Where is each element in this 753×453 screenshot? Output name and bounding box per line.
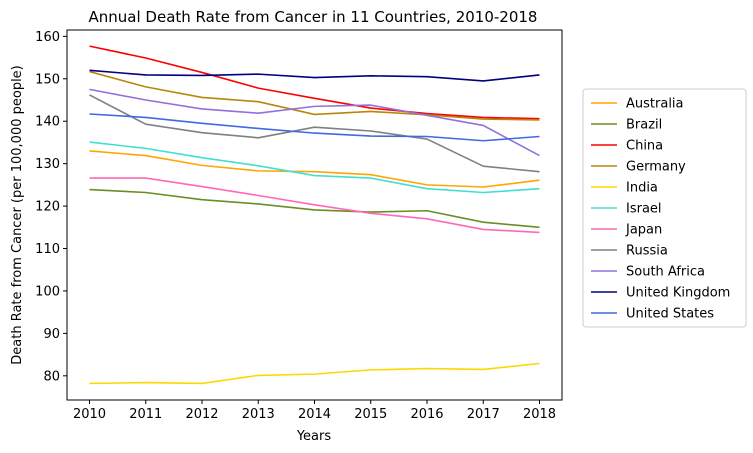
x-tick-label: 2016 [410,407,443,422]
y-tick-label: 140 [35,115,60,130]
series-line-germany [89,70,540,121]
series-line-brazil [89,188,540,229]
legend: Australia Brazil China Germany India Israel Ja… [582,88,747,328]
y-tick-label: 130 [35,157,60,172]
y-tick-label: 90 [43,327,60,342]
y-tick-label: 100 [35,284,60,299]
chart-title: Annual Death Rate from Cancer in 11 Coun… [89,8,538,26]
legend-label-india: India [626,181,658,196]
y-axis: 80 90 100 110 120 130 140 150 160 [35,30,67,384]
legend-label-south-africa: South Africa [626,265,705,280]
x-tick-label: 2014 [298,407,331,422]
legend-label-brazil: Brazil [626,118,662,133]
y-tick-label: 160 [35,30,60,45]
y-tick-label: 80 [43,369,60,384]
series-line-china [89,45,540,120]
y-axis-title: Death Rate from Cancer (per 100,000 peop… [10,65,25,365]
series-line-japan [89,177,540,234]
series-line-russia [89,94,540,173]
plot-area [89,45,540,385]
legend-label-israel: Israel [626,202,662,217]
x-tick-label: 2011 [129,407,162,422]
series-line-israel [89,141,540,194]
y-tick-label: 120 [35,200,60,215]
x-tick-label: 2012 [185,407,218,422]
x-tick-label: 2015 [354,407,387,422]
legend-label-china: China [626,139,663,154]
x-axis-title: Years [296,429,332,444]
series-line-india [89,362,540,385]
y-tick-label: 150 [35,72,60,87]
legend-label-united-kingdom: United Kingdom [626,286,730,301]
legend-label-germany: Germany [626,160,686,175]
x-tick-label: 2013 [242,407,275,422]
legend-label-japan: Japan [625,223,662,238]
x-tick-label: 2017 [467,407,500,422]
series-line-australia [89,150,540,188]
x-tick-label: 2018 [523,407,556,422]
series-line-united-kingdom [89,69,540,82]
x-tick-label: 2010 [73,407,106,422]
y-tick-label: 110 [35,242,60,257]
legend-frame [582,88,747,328]
legend-label-russia: Russia [626,244,668,259]
x-axis: 2010 2011 2012 2013 2014 2015 2016 2017 2018 [73,400,556,422]
series-line-united-states [89,113,540,142]
legend-label-australia: Australia [626,97,684,112]
legend-label-united-states: United States [626,307,714,322]
series-line-south-africa [89,88,540,157]
